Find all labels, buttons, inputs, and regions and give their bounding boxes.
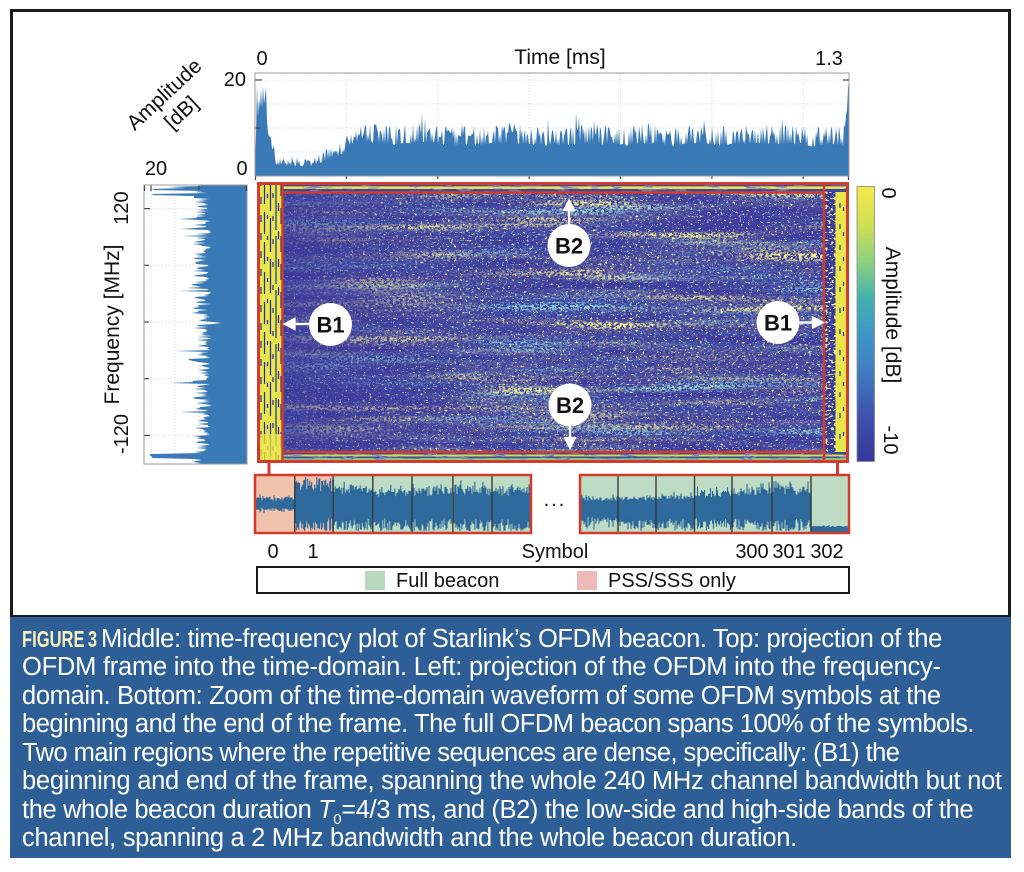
svg-text:...: ... <box>544 489 567 511</box>
svg-text:-120: -120 <box>111 414 133 454</box>
svg-text:0: 0 <box>877 187 899 198</box>
svg-text:PSS/SSS only: PSS/SSS only <box>608 570 736 592</box>
svg-text:300: 300 <box>735 541 768 563</box>
svg-text:0: 0 <box>267 541 278 563</box>
svg-text:Symbol: Symbol <box>522 541 589 563</box>
svg-text:B2: B2 <box>556 393 584 418</box>
svg-text:20: 20 <box>224 69 246 91</box>
svg-text:-10: -10 <box>879 426 901 455</box>
svg-text:20: 20 <box>145 158 167 180</box>
svg-text:1.3: 1.3 <box>815 48 843 70</box>
svg-text:Full beacon: Full beacon <box>396 570 499 592</box>
svg-text:B1: B1 <box>316 313 344 338</box>
svg-text:302: 302 <box>810 541 843 563</box>
svg-text:0: 0 <box>256 48 267 70</box>
svg-text:301: 301 <box>772 541 805 563</box>
svg-text:Amplitude [dB]: Amplitude [dB] <box>881 247 904 384</box>
svg-text:B2: B2 <box>555 234 583 259</box>
svg-text:B1: B1 <box>764 311 792 336</box>
svg-text:1: 1 <box>307 541 318 563</box>
svg-text:Frequency [MHz]: Frequency [MHz] <box>101 245 124 405</box>
svg-text:Time [ms]: Time [ms] <box>514 46 605 69</box>
svg-text:120: 120 <box>111 191 133 224</box>
svg-text:0: 0 <box>236 158 247 180</box>
